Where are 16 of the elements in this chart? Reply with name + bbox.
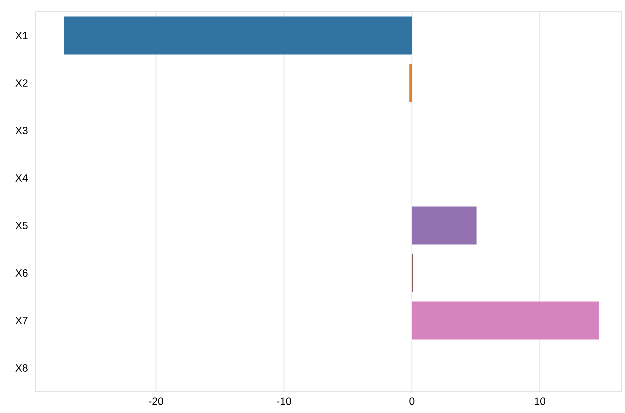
y-tick-label: X4: [16, 174, 28, 182]
y-tick-label: X8: [16, 364, 28, 372]
x-tick-label: 10: [535, 398, 546, 406]
bar: [410, 64, 412, 102]
bar: [412, 302, 599, 340]
y-tick-label: X2: [16, 80, 28, 87]
y-tick-label: X1: [16, 32, 28, 40]
x-tick-label: -20: [149, 398, 164, 406]
y-tick-label: X6: [16, 270, 28, 277]
x-tick-label: 0: [410, 398, 415, 406]
y-tick-label: X3: [16, 127, 28, 134]
y-tick-label: X7: [16, 317, 28, 324]
bar: [64, 16, 412, 55]
x-tick-label: -10: [277, 398, 292, 406]
bar: [412, 206, 477, 245]
y-tick-label: X5: [16, 222, 28, 230]
